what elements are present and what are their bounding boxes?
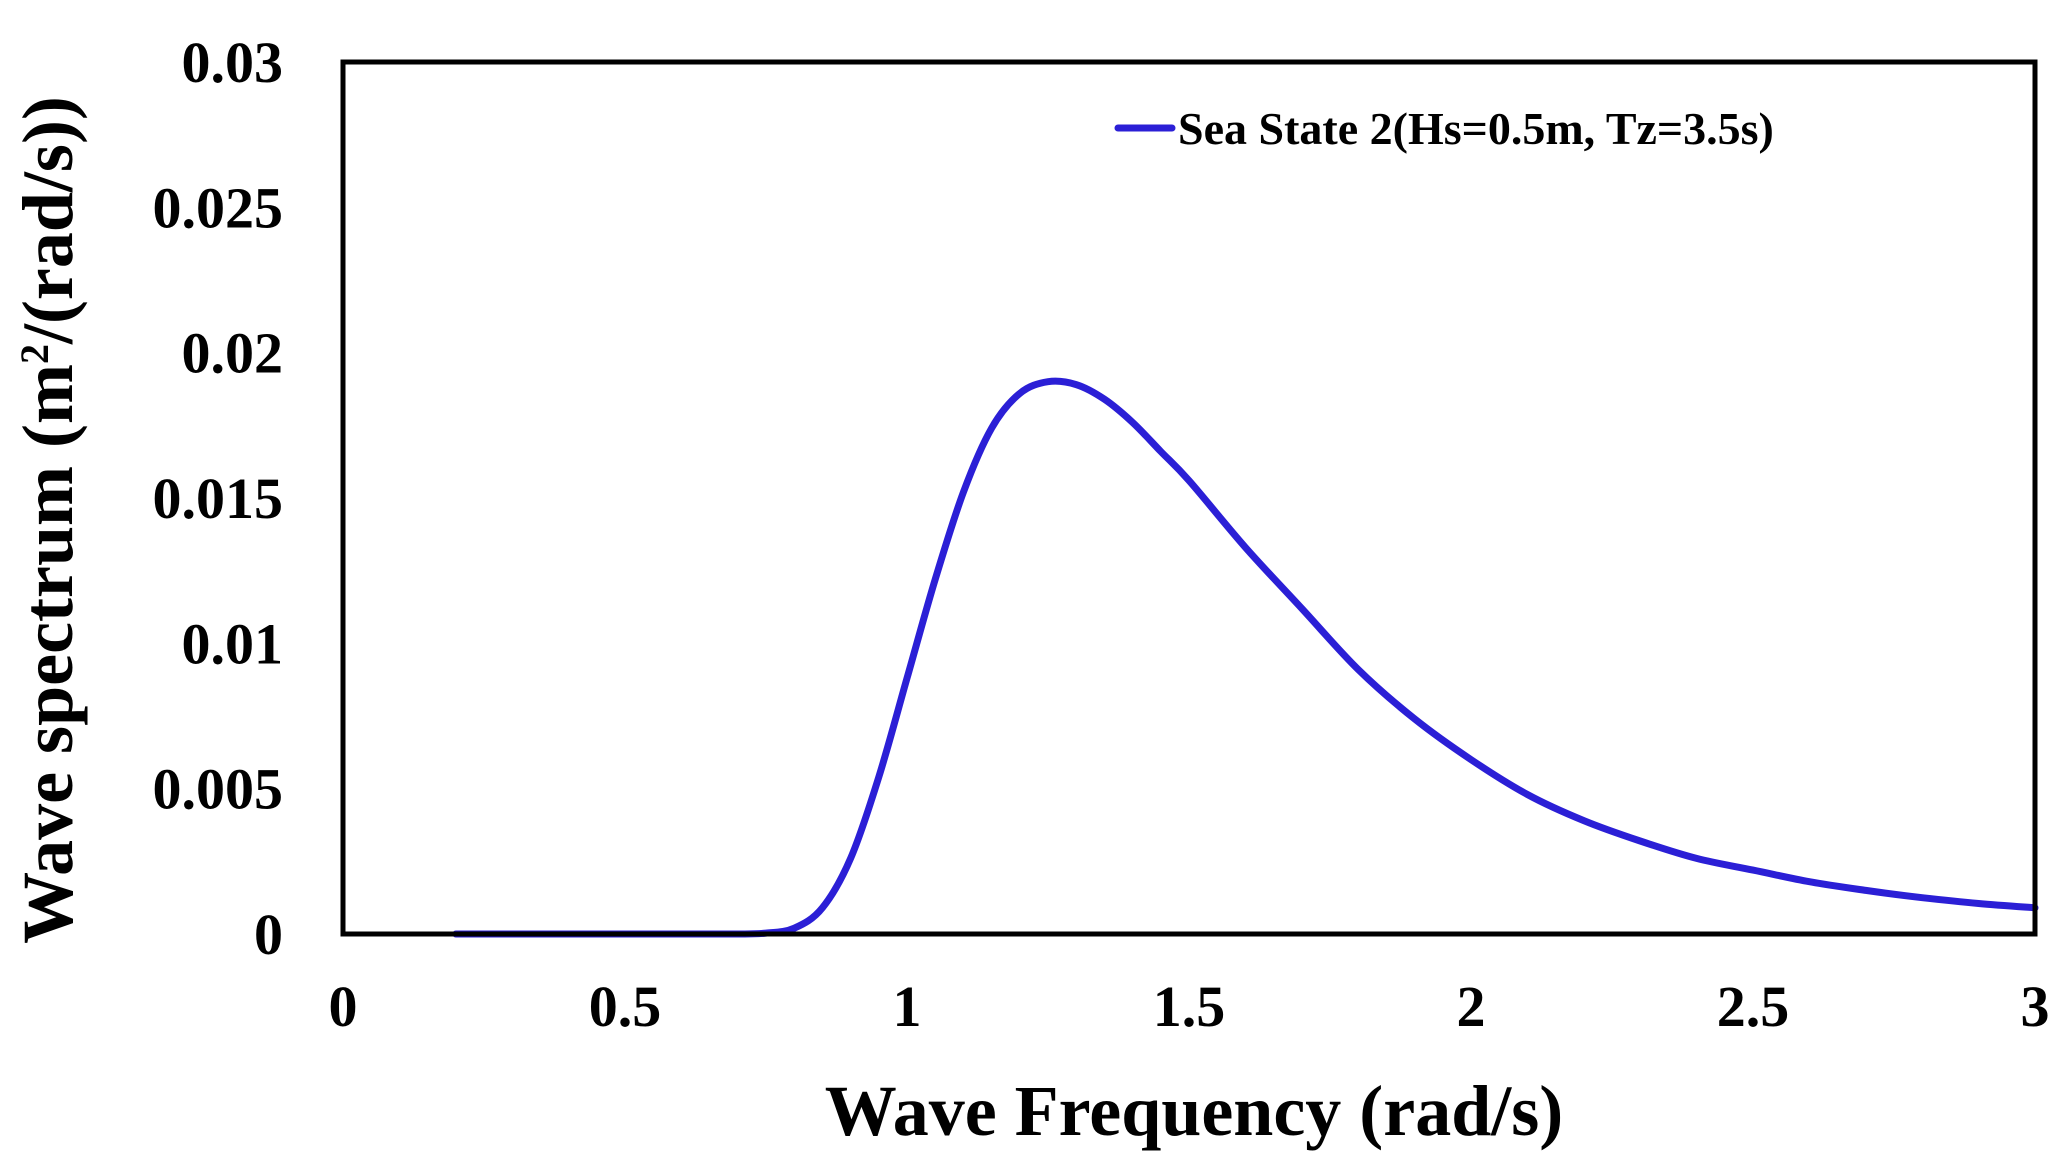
y-axis-title: Wave spectrum (m2/(rad/s))	[8, 96, 88, 944]
x-tick-label: 0	[329, 974, 358, 1039]
y-axis-title-superscript: 2	[12, 344, 57, 364]
y-tick-label: 0.025	[153, 175, 284, 240]
y-tick-label: 0	[254, 902, 283, 967]
x-tick-label: 1	[893, 974, 922, 1039]
x-tick-label: 2	[1457, 974, 1486, 1039]
y-tick-label: 0.02	[182, 321, 284, 386]
series-layer	[452, 377, 2039, 938]
y-tick-label: 0.015	[153, 466, 284, 531]
x-tick-label: 3	[2021, 974, 2050, 1039]
y-tick-label: 0.01	[182, 611, 284, 676]
ticks-layer: 0 0.5 1 1.5 2 2.5 3 0 0.005 0.01 0.015 0.02 0.025 0.0…	[153, 30, 2050, 1039]
y-tick-label: 0.03	[182, 30, 284, 95]
legend: Sea State 2(Hs=0.5m, Tz=3.5s)	[1114, 103, 1774, 154]
series-line	[452, 377, 2039, 938]
y-tick-label: 0.005	[153, 757, 284, 822]
y-axis-title-unit: /(rad/s))	[8, 96, 88, 345]
x-tick-label: 2.5	[1717, 974, 1790, 1039]
x-axis-title: Wave Frequency (rad/s)	[825, 1071, 1564, 1151]
x-tick-label: 0.5	[589, 974, 662, 1039]
y-axis-title-main: Wave spectrum (m	[8, 364, 88, 944]
x-tick-label: 1.5	[1153, 974, 1226, 1039]
legend-label: Sea State 2(Hs=0.5m, Tz=3.5s)	[1178, 103, 1774, 154]
plot-area-frame	[340, 59, 2038, 937]
